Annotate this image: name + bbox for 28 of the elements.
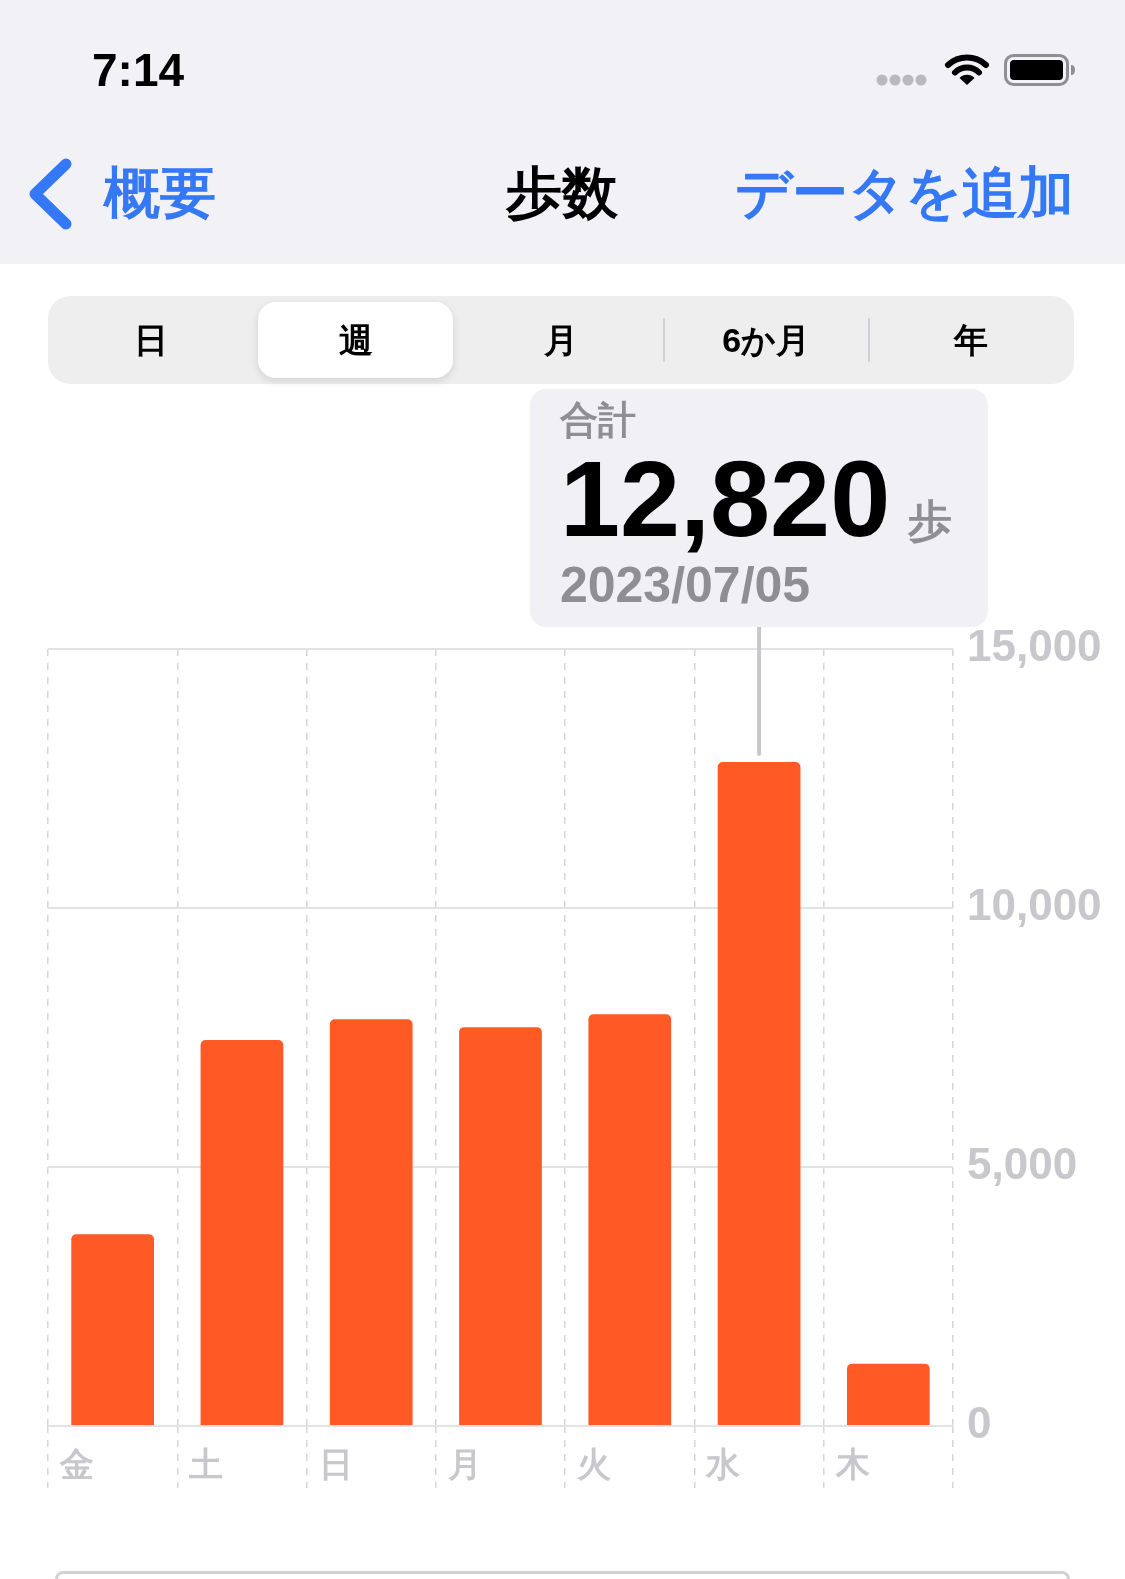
annotation: 12,820 [559, 438, 891, 559]
bar [329, 1019, 413, 1425]
text: 週 [338, 320, 373, 360]
callout-box: 合計 12,820 歩 2023/07/05 [529, 389, 989, 627]
text: 6か月 [722, 320, 811, 360]
bar [588, 1014, 672, 1425]
text: データを追加 [735, 161, 1074, 225]
bar [717, 761, 801, 1425]
text: 7:14 [92, 44, 185, 96]
bar [200, 1040, 284, 1425]
text: 月 [544, 320, 578, 360]
x-tick-label: 日 [318, 1444, 353, 1483]
y-tick-label: 0 [967, 1398, 992, 1448]
x-tick-label: 金 [59, 1444, 94, 1483]
x-tick-label: 木 [834, 1444, 870, 1483]
x-tick-label: 土 [188, 1444, 224, 1483]
text: 年 [954, 320, 989, 360]
text: 概要 [104, 161, 216, 225]
bar [71, 1234, 155, 1425]
bar [846, 1363, 930, 1425]
y-tick-label: 10,000 [967, 880, 1102, 930]
bar [459, 1027, 542, 1425]
x-tick-label: 水 [705, 1444, 741, 1483]
y-tick-label: 5,000 [967, 1139, 1078, 1189]
x-tick-label: 火 [576, 1444, 612, 1483]
chart-title: 歩数 [506, 161, 618, 225]
text: 日 [133, 320, 168, 360]
x-tick-label: 月 [446, 1444, 482, 1483]
